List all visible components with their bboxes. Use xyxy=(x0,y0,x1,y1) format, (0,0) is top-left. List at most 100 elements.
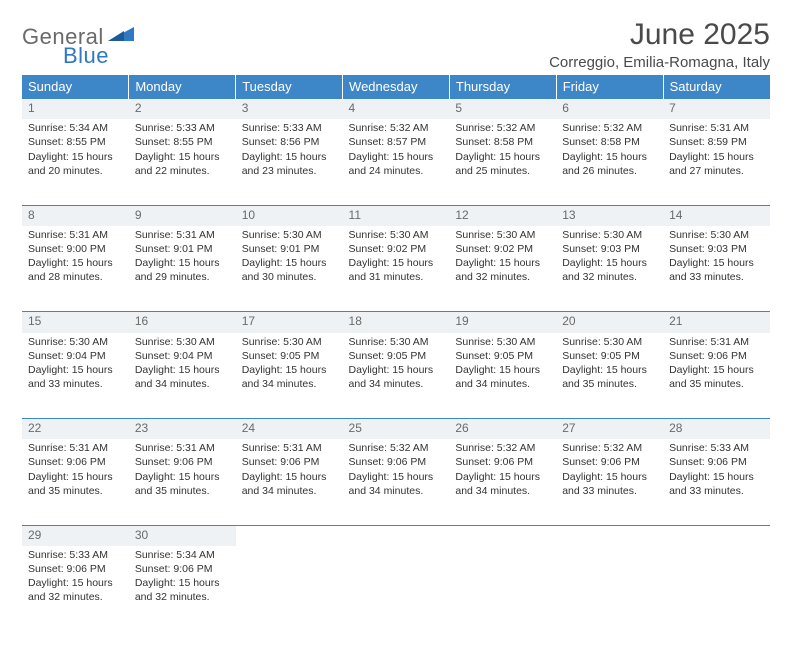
day-content: Sunrise: 5:32 AMSunset: 9:06 PMDaylight:… xyxy=(455,441,550,498)
daynum-cell: 21 xyxy=(663,312,770,333)
sunrise-line: Sunrise: 5:30 AM xyxy=(349,228,444,242)
day-content: Sunrise: 5:33 AMSunset: 8:56 PMDaylight:… xyxy=(242,121,337,178)
daynum-cell: 19 xyxy=(449,312,556,333)
day-content: Sunrise: 5:30 AMSunset: 9:03 PMDaylight:… xyxy=(669,228,764,285)
daylight-line: Daylight: 15 hours and 33 minutes. xyxy=(562,470,657,498)
day-cell: Sunrise: 5:32 AMSunset: 9:06 PMDaylight:… xyxy=(449,439,556,525)
daylight-line: Daylight: 15 hours and 27 minutes. xyxy=(669,150,764,178)
day-content: Sunrise: 5:30 AMSunset: 9:02 PMDaylight:… xyxy=(349,228,444,285)
day-number: 3 xyxy=(242,100,337,116)
daylight-line: Daylight: 15 hours and 34 minutes. xyxy=(349,470,444,498)
daylight-line: Daylight: 15 hours and 26 minutes. xyxy=(562,150,657,178)
sunset-line: Sunset: 9:03 PM xyxy=(669,242,764,256)
day-content: Sunrise: 5:32 AMSunset: 9:06 PMDaylight:… xyxy=(562,441,657,498)
day-content: Sunrise: 5:34 AMSunset: 8:55 PMDaylight:… xyxy=(28,121,123,178)
sunset-line: Sunset: 9:06 PM xyxy=(669,455,764,469)
sunset-line: Sunset: 8:59 PM xyxy=(669,135,764,149)
day-content: Sunrise: 5:32 AMSunset: 8:58 PMDaylight:… xyxy=(562,121,657,178)
daynum-cell: 26 xyxy=(449,419,556,440)
daynum-cell: 6 xyxy=(556,99,663,120)
sunset-line: Sunset: 9:05 PM xyxy=(242,349,337,363)
day-number: 8 xyxy=(28,207,123,223)
day-content: Sunrise: 5:33 AMSunset: 9:06 PMDaylight:… xyxy=(28,548,123,605)
sunset-line: Sunset: 9:02 PM xyxy=(349,242,444,256)
daynum-cell: 25 xyxy=(343,419,450,440)
logo: General Blue xyxy=(22,24,134,50)
day-content: Sunrise: 5:30 AMSunset: 9:05 PMDaylight:… xyxy=(455,335,550,392)
day-content: Sunrise: 5:30 AMSunset: 9:01 PMDaylight:… xyxy=(242,228,337,285)
sunset-line: Sunset: 9:06 PM xyxy=(455,455,550,469)
day-content: Sunrise: 5:30 AMSunset: 9:04 PMDaylight:… xyxy=(135,335,230,392)
day-header: Sunday xyxy=(22,75,129,99)
daylight-line: Daylight: 15 hours and 34 minutes. xyxy=(455,470,550,498)
sunrise-line: Sunrise: 5:33 AM xyxy=(242,121,337,135)
daynum-cell: 10 xyxy=(236,205,343,226)
day-content: Sunrise: 5:30 AMSunset: 9:05 PMDaylight:… xyxy=(562,335,657,392)
day-cell: Sunrise: 5:30 AMSunset: 9:02 PMDaylight:… xyxy=(343,226,450,312)
daylight-line: Daylight: 15 hours and 33 minutes. xyxy=(28,363,123,391)
sunrise-line: Sunrise: 5:31 AM xyxy=(28,228,123,242)
sunset-line: Sunset: 9:02 PM xyxy=(455,242,550,256)
daylight-line: Daylight: 15 hours and 34 minutes. xyxy=(349,363,444,391)
sunrise-line: Sunrise: 5:32 AM xyxy=(349,121,444,135)
sunset-line: Sunset: 9:05 PM xyxy=(455,349,550,363)
daynum-cell: 27 xyxy=(556,419,663,440)
day-number: 4 xyxy=(349,100,444,116)
sunrise-line: Sunrise: 5:30 AM xyxy=(669,228,764,242)
day-number: 14 xyxy=(669,207,764,223)
daylight-line: Daylight: 15 hours and 35 minutes. xyxy=(135,470,230,498)
sunrise-line: Sunrise: 5:32 AM xyxy=(455,441,550,455)
day-cell: Sunrise: 5:31 AMSunset: 9:06 PMDaylight:… xyxy=(663,333,770,419)
daynum-cell: 3 xyxy=(236,99,343,120)
sunset-line: Sunset: 9:05 PM xyxy=(349,349,444,363)
day-number: 30 xyxy=(135,527,230,543)
day-cell: Sunrise: 5:33 AMSunset: 8:56 PMDaylight:… xyxy=(236,119,343,205)
daylight-line: Daylight: 15 hours and 33 minutes. xyxy=(669,470,764,498)
daynum-cell: 13 xyxy=(556,205,663,226)
daylight-line: Daylight: 15 hours and 32 minutes. xyxy=(28,576,123,604)
day-header-row: Sunday Monday Tuesday Wednesday Thursday… xyxy=(22,75,770,99)
sunset-line: Sunset: 9:01 PM xyxy=(242,242,337,256)
sunrise-line: Sunrise: 5:30 AM xyxy=(562,228,657,242)
daynum-row: 2930 xyxy=(22,525,770,546)
sunrise-line: Sunrise: 5:30 AM xyxy=(562,335,657,349)
sunrise-line: Sunrise: 5:33 AM xyxy=(669,441,764,455)
daynum-cell: 17 xyxy=(236,312,343,333)
daylight-line: Daylight: 15 hours and 31 minutes. xyxy=(349,256,444,284)
day-header: Wednesday xyxy=(343,75,450,99)
daylight-line: Daylight: 15 hours and 28 minutes. xyxy=(28,256,123,284)
sunset-line: Sunset: 8:56 PM xyxy=(242,135,337,149)
sunrise-line: Sunrise: 5:33 AM xyxy=(28,548,123,562)
day-cell: Sunrise: 5:31 AMSunset: 9:06 PMDaylight:… xyxy=(236,439,343,525)
day-number: 22 xyxy=(28,420,123,436)
daynum-cell: 12 xyxy=(449,205,556,226)
daylight-line: Daylight: 15 hours and 34 minutes. xyxy=(242,470,337,498)
day-content: Sunrise: 5:30 AMSunset: 9:04 PMDaylight:… xyxy=(28,335,123,392)
day-cell: Sunrise: 5:34 AMSunset: 8:55 PMDaylight:… xyxy=(22,119,129,205)
sunrise-line: Sunrise: 5:31 AM xyxy=(669,335,764,349)
sunset-line: Sunset: 8:58 PM xyxy=(455,135,550,149)
day-number: 19 xyxy=(455,313,550,329)
day-cell: Sunrise: 5:30 AMSunset: 9:04 PMDaylight:… xyxy=(22,333,129,419)
daynum-cell: 28 xyxy=(663,419,770,440)
day-cell xyxy=(556,546,663,632)
sunrise-line: Sunrise: 5:33 AM xyxy=(135,121,230,135)
sunrise-line: Sunrise: 5:30 AM xyxy=(28,335,123,349)
sunset-line: Sunset: 9:06 PM xyxy=(28,562,123,576)
day-content: Sunrise: 5:32 AMSunset: 8:57 PMDaylight:… xyxy=(349,121,444,178)
day-content: Sunrise: 5:32 AMSunset: 8:58 PMDaylight:… xyxy=(455,121,550,178)
daylight-line: Daylight: 15 hours and 32 minutes. xyxy=(455,256,550,284)
day-content: Sunrise: 5:31 AMSunset: 9:01 PMDaylight:… xyxy=(135,228,230,285)
daylight-line: Daylight: 15 hours and 34 minutes. xyxy=(455,363,550,391)
day-cell: Sunrise: 5:31 AMSunset: 8:59 PMDaylight:… xyxy=(663,119,770,205)
day-cell: Sunrise: 5:33 AMSunset: 9:06 PMDaylight:… xyxy=(663,439,770,525)
logo-text-blue: Blue xyxy=(63,43,109,69)
daynum-cell xyxy=(556,525,663,546)
day-number: 5 xyxy=(455,100,550,116)
day-cell: Sunrise: 5:30 AMSunset: 9:03 PMDaylight:… xyxy=(556,226,663,312)
day-content: Sunrise: 5:31 AMSunset: 9:06 PMDaylight:… xyxy=(669,335,764,392)
title-block: June 2025 Correggio, Emilia-Romagna, Ita… xyxy=(549,18,770,71)
day-content: Sunrise: 5:34 AMSunset: 9:06 PMDaylight:… xyxy=(135,548,230,605)
day-content: Sunrise: 5:30 AMSunset: 9:05 PMDaylight:… xyxy=(242,335,337,392)
sunset-line: Sunset: 8:55 PM xyxy=(135,135,230,149)
